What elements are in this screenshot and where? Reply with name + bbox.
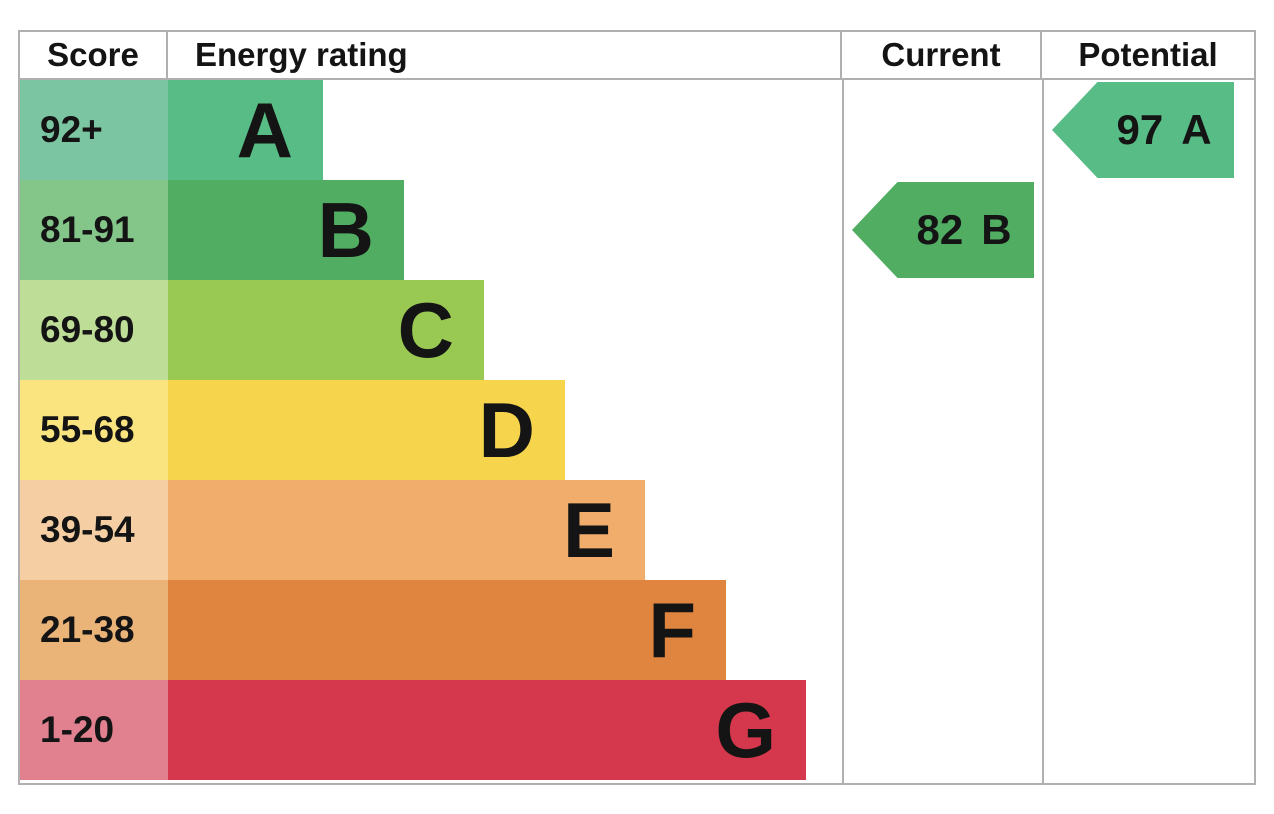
band-row-d: 55-68 D — [20, 380, 565, 480]
band-letter: E — [562, 486, 615, 574]
header-potential: Potential — [1078, 36, 1218, 73]
band-letter: G — [715, 686, 776, 774]
band-row-b: 81-91 B — [20, 180, 404, 280]
band-score-range: 39-54 — [20, 480, 168, 580]
header-current: Current — [842, 32, 1042, 78]
band-score-range: 21-38 — [20, 580, 168, 680]
band-bar: B — [168, 180, 404, 280]
band-row-g: 1-20 G — [20, 680, 806, 780]
band-letter: A — [236, 86, 293, 174]
current-rating-value: 82 — [916, 206, 964, 253]
band-letter: F — [648, 586, 696, 674]
potential-column-divider — [1042, 80, 1044, 783]
band-bar: F — [168, 580, 726, 680]
band-score-range: 92+ — [20, 80, 168, 180]
table-body: 92+ A 81-91 B 69-80 C 55-68 D 39-54 E 21-38 F 1-20 G … — [20, 80, 1254, 783]
band-bar: C — [168, 280, 484, 380]
band-letter: B — [317, 186, 374, 274]
band-score-range: 69-80 — [20, 280, 168, 380]
band-letter: D — [478, 386, 535, 474]
band-score-range: 55-68 — [20, 380, 168, 480]
band-row-c: 69-80 C — [20, 280, 484, 380]
band-row-f: 21-38 F — [20, 580, 726, 680]
potential-rating-value: 97 — [1116, 106, 1164, 153]
header-score: Score — [20, 32, 168, 78]
current-rating-letter: B — [981, 206, 1012, 253]
band-score-range: 1-20 — [20, 680, 168, 780]
band-row-a: 92+ A — [20, 80, 323, 180]
header-energy-rating: Energy rating — [168, 32, 842, 78]
table-header: Score Energy rating Current Potential — [20, 32, 1254, 80]
current-column-divider — [842, 80, 844, 783]
potential-rating-letter: A — [1181, 106, 1212, 153]
epc-table: Score Energy rating Current Potential 92… — [18, 30, 1256, 785]
band-row-e: 39-54 E — [20, 480, 645, 580]
band-bar: A — [168, 80, 323, 180]
potential-rating-arrow: 97 A — [1052, 82, 1234, 178]
band-bar: E — [168, 480, 645, 580]
band-score-range: 81-91 — [20, 180, 168, 280]
band-bar: D — [168, 380, 565, 480]
band-letter: C — [397, 286, 454, 374]
band-bar: G — [168, 680, 806, 780]
current-rating-arrow: 82 B — [852, 182, 1034, 278]
